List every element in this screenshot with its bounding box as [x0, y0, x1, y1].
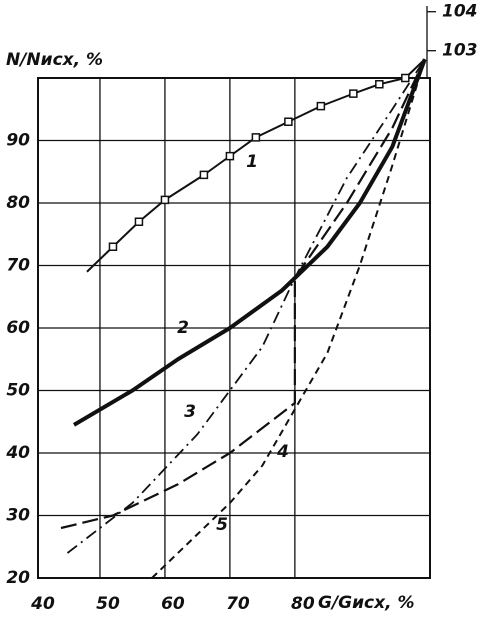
curve-label: 4 — [276, 442, 289, 462]
y-tick-label: 70 — [6, 256, 30, 276]
marker — [316, 101, 326, 111]
marker — [401, 73, 410, 83]
marker — [108, 242, 118, 251]
x-tick-label: 50 — [96, 594, 120, 614]
y-tick-label: 80 — [6, 193, 30, 213]
y-tick-label: 50 — [6, 381, 30, 401]
y2-tick-label: 103 — [442, 41, 478, 61]
y-tick-label: 20 — [6, 568, 30, 588]
curve-label: 2 — [177, 318, 189, 338]
marker — [160, 195, 170, 205]
x-tick-label: 60 — [161, 594, 185, 614]
marker — [199, 170, 209, 180]
y-tick-label: 40 — [5, 443, 30, 463]
marker — [225, 151, 235, 161]
series-line — [60, 58, 426, 530]
curve-label: 3 — [184, 402, 196, 422]
marker — [134, 217, 144, 226]
x-tick-label: 70 — [226, 594, 250, 614]
series-line — [72, 58, 427, 427]
y-axis-label: N/Nисх, % — [6, 50, 103, 70]
x-axis-label: G/Gисх, % — [318, 593, 414, 613]
curve-label: 1 — [246, 152, 258, 172]
y-tick-label: 30 — [6, 506, 30, 526]
x-tick-label: 40 — [30, 594, 55, 614]
y-tick-label: 90 — [6, 131, 30, 151]
marker — [284, 117, 293, 126]
series-line — [151, 58, 426, 579]
series-line — [66, 58, 426, 554]
curve-label: 5 — [216, 515, 228, 535]
marker — [349, 89, 358, 98]
marker — [251, 133, 261, 142]
y2-tick-label: 104 — [442, 2, 478, 22]
y-tick-label: 60 — [6, 318, 30, 338]
x-tick-label: 80 — [291, 594, 315, 614]
marker — [375, 80, 384, 89]
